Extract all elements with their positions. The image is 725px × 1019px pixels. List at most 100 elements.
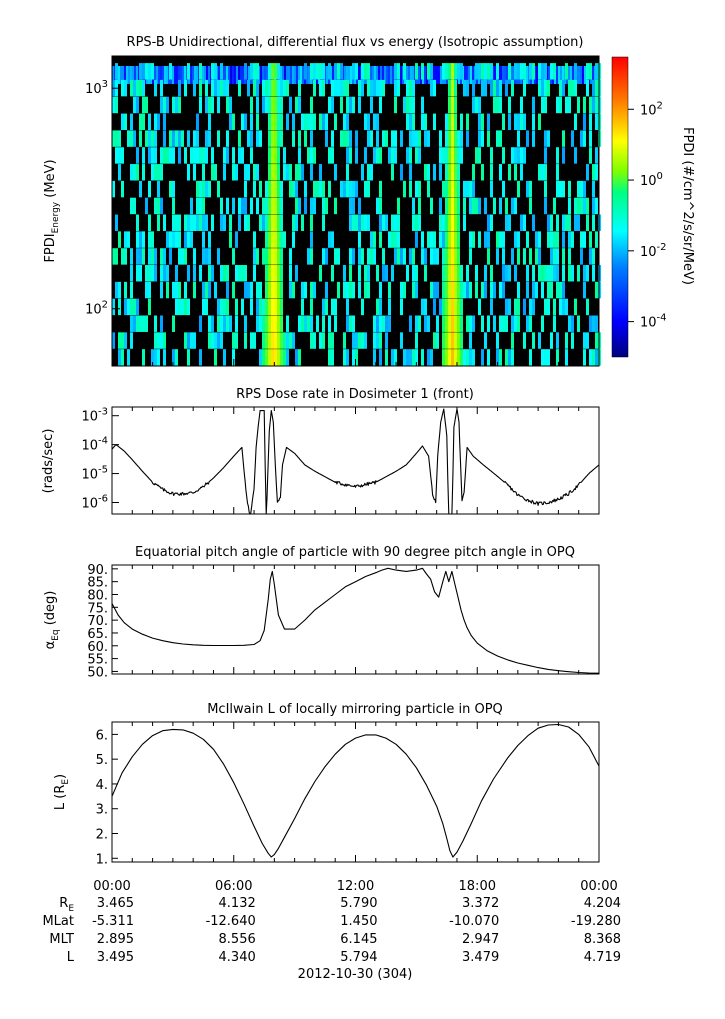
spectrogram-cell — [394, 63, 397, 80]
spectrogram-cell — [565, 332, 568, 349]
spectrogram-band-cell — [166, 66, 168, 84]
spectrogram-cell — [142, 147, 145, 164]
spectrogram-cell — [274, 180, 277, 198]
spectrogram-cell — [298, 164, 301, 181]
spectrogram-cell — [394, 96, 397, 114]
spectrogram-cell — [487, 231, 490, 248]
spectrogram-cell — [343, 79, 346, 97]
spectrogram-cell — [544, 130, 547, 147]
spectrogram-cell — [505, 265, 508, 282]
spectrogram-cell — [337, 248, 340, 265]
spectrogram-cell — [319, 79, 322, 97]
spectrogram-cell — [475, 281, 478, 299]
spectrogram-cell — [310, 248, 313, 265]
spectrogram-cell — [163, 130, 166, 147]
spectrogram-cell — [214, 79, 217, 97]
spectrogram-cell — [547, 349, 550, 366]
spectrogram-cell — [208, 265, 211, 282]
spectrogram-cell — [211, 96, 214, 114]
spectrogram-cell — [550, 248, 553, 265]
spectrogram-cell — [373, 349, 376, 366]
spectrogram-cell — [124, 332, 127, 349]
spectrogram-cell — [571, 315, 574, 332]
spectrogram-cell — [373, 332, 376, 349]
spectrogram-cell — [469, 281, 472, 299]
spectrogram-cell — [313, 79, 316, 97]
spectrogram-cell — [280, 248, 283, 265]
spectrogram-band-cell — [390, 66, 392, 84]
spectrogram-cell — [115, 147, 118, 164]
spectrogram-cell — [367, 180, 370, 198]
spectrogram-cell — [277, 281, 280, 299]
spectrogram-cell — [445, 315, 448, 332]
spectrogram-cell — [118, 130, 121, 147]
spectrogram-cell — [358, 265, 361, 282]
spectrogram-cell — [514, 147, 517, 164]
spectrogram-cell — [199, 349, 202, 366]
spectrogram-cell — [277, 113, 280, 131]
spectrogram-cell — [514, 164, 517, 181]
spectrogram-cell — [331, 147, 334, 164]
spectrogram-cell — [595, 164, 598, 181]
spectrogram-cell — [568, 180, 571, 198]
spectrogram-cell — [541, 265, 544, 282]
spectrogram-band-cell — [438, 66, 440, 84]
spectrogram-cell — [457, 147, 460, 164]
spectrogram-cell — [400, 332, 403, 349]
spectrogram-cell — [139, 248, 142, 265]
spectrogram-cell — [292, 113, 295, 131]
pitch-angle-y-label: αEq (deg) — [43, 591, 61, 650]
spectrogram-cell — [190, 231, 193, 248]
spectrogram-y-label: FPDIEnergy (MeV) — [43, 159, 61, 262]
spectrogram-cell — [523, 214, 526, 231]
spectrogram-cell — [346, 180, 349, 198]
spectrogram-cell — [448, 63, 451, 80]
spectrogram-cell — [223, 214, 226, 231]
spectrogram-cell — [343, 113, 346, 131]
spectrogram-cell — [547, 130, 550, 147]
spectrogram-cell — [265, 248, 268, 265]
spectrogram-cell — [277, 248, 280, 265]
spectrogram-cell — [448, 265, 451, 282]
spectrogram-cell — [517, 315, 520, 332]
spectrogram-cell — [583, 197, 586, 215]
spectrogram-cell — [205, 281, 208, 299]
pitch-angle-y-tick-label: 75. — [87, 601, 108, 616]
spectrogram-cell — [256, 96, 259, 114]
spectrogram-cell — [472, 315, 475, 332]
spectrogram-cell — [301, 164, 304, 181]
spectrogram-cell — [286, 349, 289, 366]
spectrogram-cell — [553, 298, 556, 316]
spectrogram-cell — [499, 197, 502, 215]
spectrogram-cell — [169, 63, 172, 80]
spectrogram-cell — [271, 248, 274, 265]
spectrogram-cell — [250, 147, 253, 164]
spectrogram-cell — [277, 96, 280, 114]
spectrogram-cell — [400, 281, 403, 299]
spectrogram-cell — [358, 281, 361, 299]
spectrogram-cell — [496, 130, 499, 147]
spectrogram-band-cell — [288, 66, 290, 84]
mcilwain-l-panel: McIlwain L of locally mirroring particle… — [53, 702, 600, 867]
spectrogram-cell — [139, 231, 142, 248]
spectrogram-cell — [538, 265, 541, 282]
spectrogram-cell — [526, 315, 529, 332]
spectrogram-cell — [256, 298, 259, 316]
spectrogram-cell — [280, 265, 283, 282]
spectrogram-cell — [244, 265, 247, 282]
spectrogram-cell — [409, 248, 412, 265]
spectrogram-cell — [310, 113, 313, 131]
spectrogram-cell — [220, 63, 223, 80]
spectrogram-cell — [517, 113, 520, 131]
spectrogram-cell — [202, 164, 205, 181]
spectrogram-cell — [262, 298, 265, 316]
spectrogram-cell — [148, 281, 151, 299]
spectrogram-band-cell — [500, 66, 502, 84]
spectrogram-cell — [304, 315, 307, 332]
spectrogram-cell — [346, 298, 349, 316]
spectrogram-cell — [247, 164, 250, 181]
spectrogram-cell — [367, 164, 370, 181]
spectrogram-cell — [334, 315, 337, 332]
